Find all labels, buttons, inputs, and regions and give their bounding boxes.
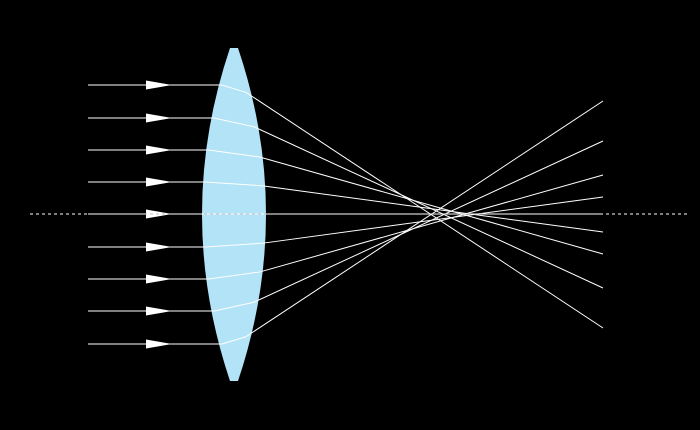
arrow-icon [146, 209, 172, 219]
arrow-icon [146, 80, 172, 90]
arrow-icon [146, 177, 172, 187]
arrow-icon [146, 113, 172, 123]
arrow-icon [146, 145, 172, 155]
arrow-icon [146, 339, 172, 349]
arrow-icon [146, 242, 172, 252]
rays [88, 80, 604, 349]
arrow-icon [146, 306, 172, 316]
arrow-icon [146, 274, 172, 284]
